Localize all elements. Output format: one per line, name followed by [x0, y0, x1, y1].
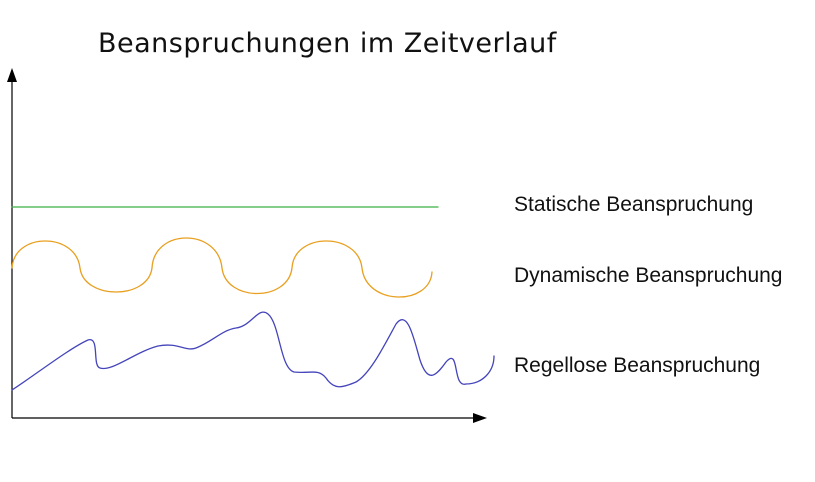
y-axis-arrow [7, 68, 17, 82]
random-load-curve [11, 311, 495, 391]
x-axis-arrow [473, 413, 487, 423]
random-load-label: Regellose Beanspruchung [514, 354, 760, 377]
static-load-label: Statische Beanspruchung [514, 193, 753, 216]
diagram-title: Beanspruchungen im Zeitverlauf [98, 28, 558, 59]
dynamic-load-label: Dynamische Beanspruchung [514, 264, 783, 287]
dynamic-load-curve [11, 237, 433, 298]
